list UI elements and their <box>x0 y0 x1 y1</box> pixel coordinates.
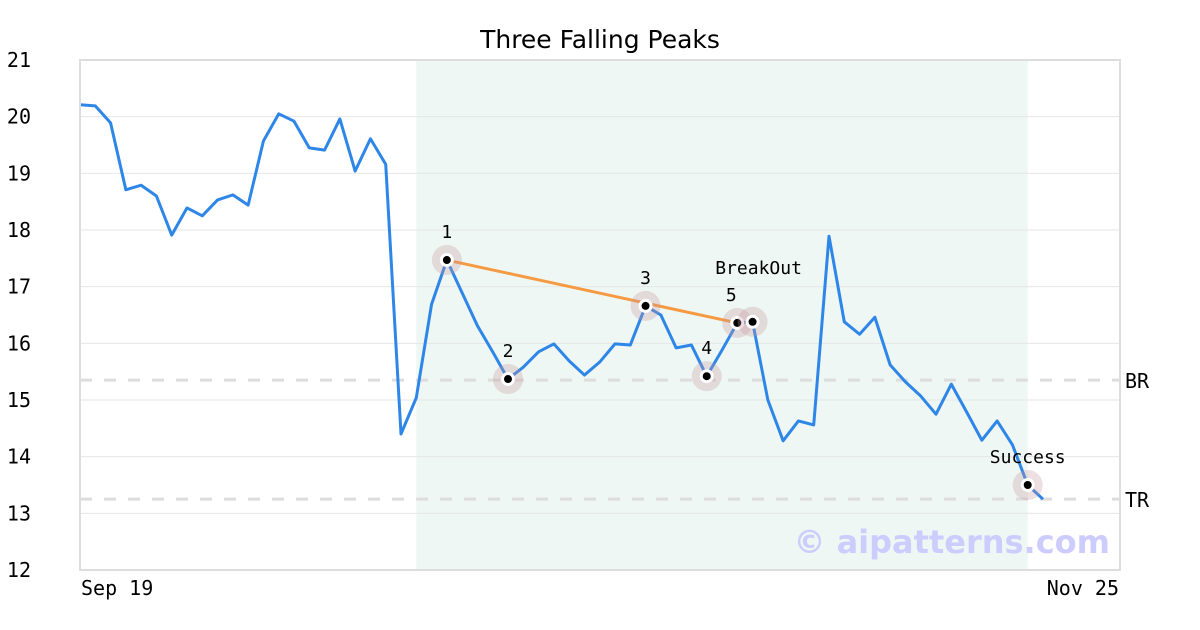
marker-1: 1 <box>431 222 462 276</box>
marker-dot <box>442 256 451 265</box>
marker-label: 2 <box>503 341 514 362</box>
trendline <box>446 258 738 325</box>
marker-dot <box>733 318 742 327</box>
marker-label: 4 <box>701 338 712 359</box>
y-axis: 12 13 14 15 16 17 18 19 20 21 <box>7 48 31 582</box>
plot-frame <box>79 59 1121 571</box>
marker-dot <box>748 317 757 326</box>
marker-breakout: BreakOut <box>715 258 802 337</box>
marker-dot <box>504 375 512 384</box>
marker-2: 2 <box>493 341 523 395</box>
y-tick-label: 19 <box>7 161 31 185</box>
x-tick-label: Sep 19 <box>81 576 153 600</box>
y-tick-label: 13 <box>7 501 31 525</box>
marker-5: 5 <box>722 285 753 338</box>
y-tick-label: 17 <box>7 275 31 299</box>
price-line <box>79 103 1045 501</box>
marker-label: 3 <box>640 268 651 289</box>
y-tick-label: 12 <box>7 558 31 582</box>
marker-label: 5 <box>726 285 737 306</box>
y-tick-label: 16 <box>7 331 31 355</box>
marker-label: BreakOut <box>715 258 802 279</box>
y-tick-label: 14 <box>7 445 31 469</box>
y-tick-label: 21 <box>7 48 31 72</box>
marker-dot <box>1023 481 1032 489</box>
marker-success: Success <box>990 447 1066 500</box>
chart-title: Three Falling Peaks <box>479 25 720 54</box>
marker-3: 3 <box>630 268 661 321</box>
marker-dot <box>641 301 650 310</box>
y-tick-label: 20 <box>7 105 31 129</box>
watermark: © aipatterns.com <box>793 523 1110 561</box>
y-tick-label: 18 <box>7 218 31 242</box>
level-label: TR <box>1125 488 1150 512</box>
y-tick-label: 15 <box>7 388 31 412</box>
markers: 1 2 3 4 5 BreakOut Success <box>431 222 1066 500</box>
marker-label: Success <box>990 447 1066 468</box>
marker-dot <box>702 372 711 381</box>
x-tick-label: Nov 25 <box>1047 576 1119 600</box>
marker-label: 1 <box>441 222 452 243</box>
pattern-highlight-region <box>416 60 1028 570</box>
levels: BR TR <box>80 369 1150 512</box>
marker-4: 4 <box>691 338 722 392</box>
level-label: BR <box>1125 369 1150 393</box>
